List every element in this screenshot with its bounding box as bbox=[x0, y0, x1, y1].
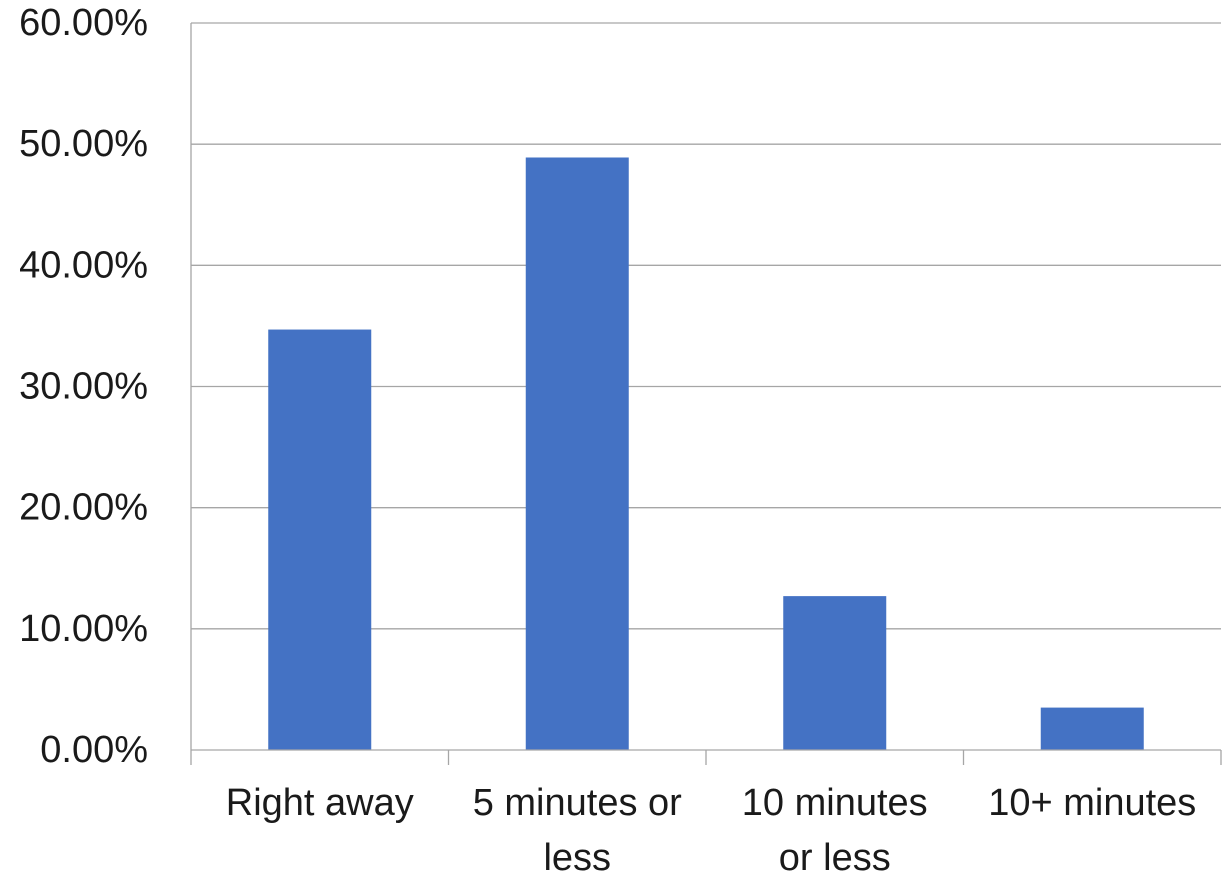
y-tick-label: 60.00% bbox=[19, 2, 148, 44]
y-tick-label: 20.00% bbox=[19, 487, 148, 529]
x-axis-category-labels: Right away 5 minutes or less 10 minutes or l… bbox=[226, 782, 1197, 879]
y-tick-label: 50.00% bbox=[19, 123, 148, 165]
bars bbox=[268, 157, 1144, 750]
y-axis-tick-labels: 0.00% 10.00% 20.00% 30.00% 40.00% 50.00% 60.00… bbox=[19, 2, 148, 771]
x-category-label: 10+ minutes bbox=[988, 782, 1196, 824]
bar bbox=[525, 157, 629, 750]
y-tick-label: 10.00% bbox=[19, 608, 148, 650]
x-category-label: Right away bbox=[226, 782, 414, 824]
bar bbox=[268, 329, 372, 750]
x-category-label: 5 minutes or less bbox=[473, 782, 682, 879]
y-tick-label: 40.00% bbox=[19, 244, 148, 286]
bar bbox=[783, 596, 887, 750]
y-tick-label: 0.00% bbox=[40, 729, 148, 771]
x-category-label: 10 minutes or less bbox=[742, 782, 928, 879]
y-tick-label: 30.00% bbox=[19, 366, 148, 408]
axes bbox=[190, 23, 1222, 765]
bar bbox=[1040, 707, 1144, 750]
